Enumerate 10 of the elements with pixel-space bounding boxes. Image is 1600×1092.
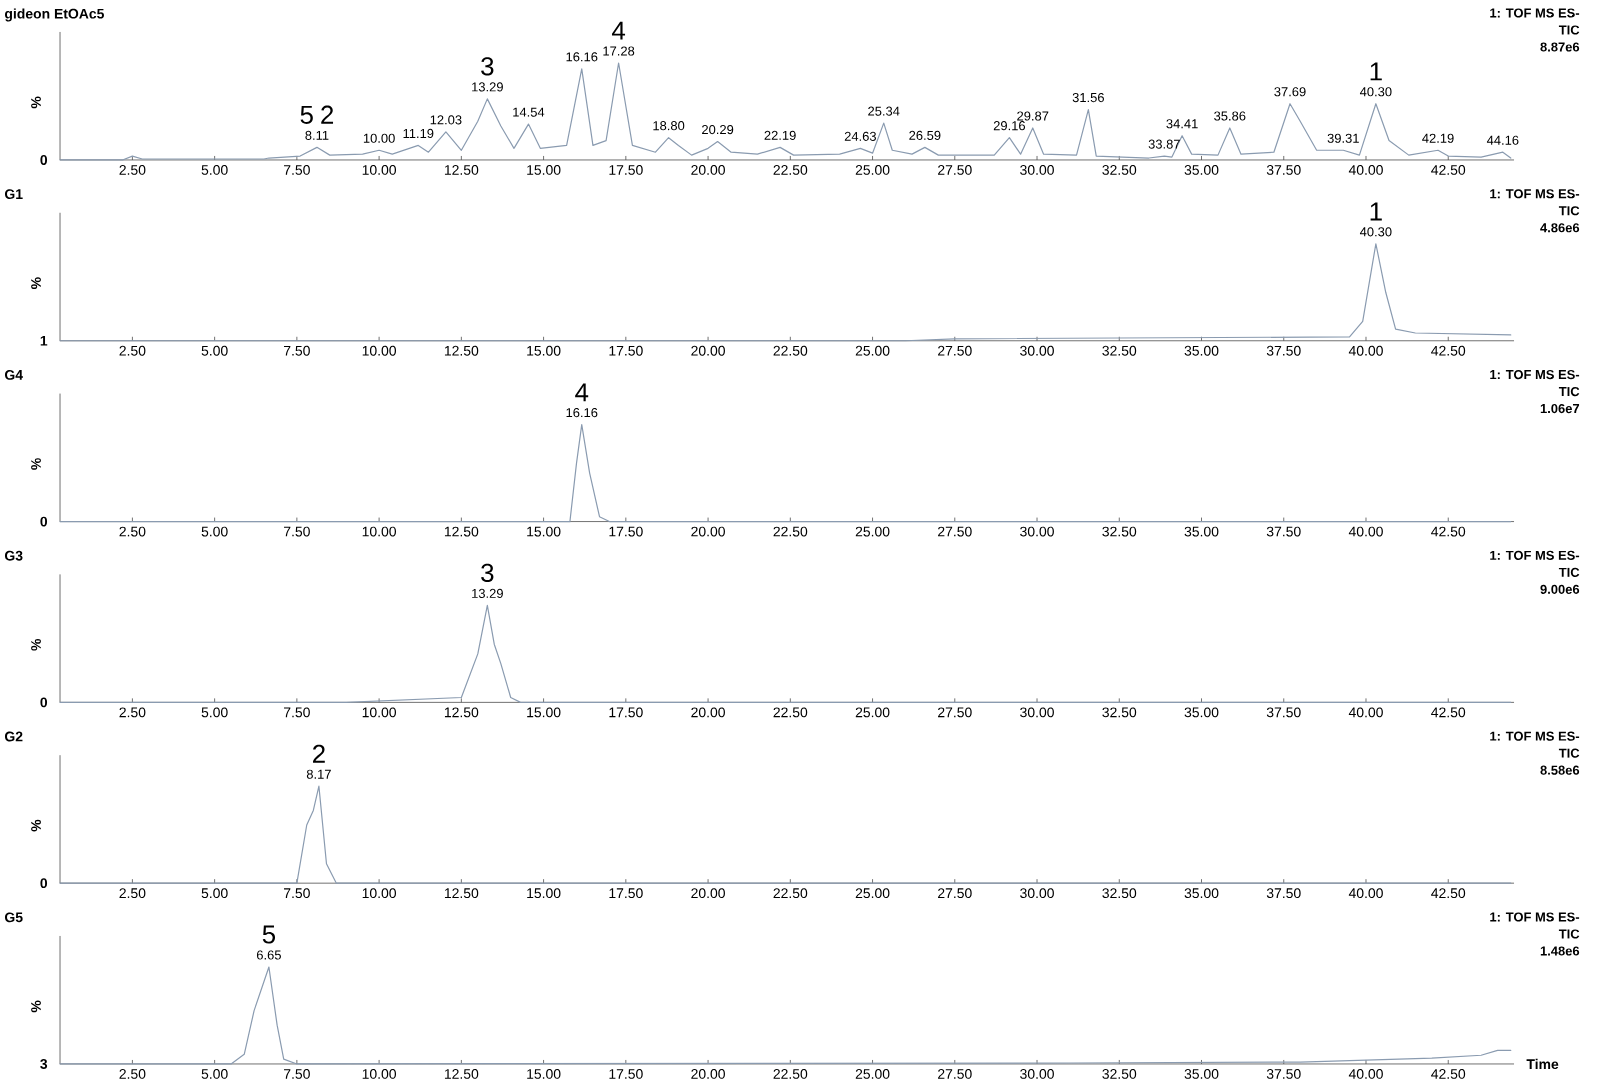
annotation: 1: [1370, 202, 1382, 221]
annotation: 5: [262, 925, 276, 944]
annotation: 5: [300, 105, 313, 124]
annotation: 4: [575, 383, 589, 402]
annotation: 2: [321, 105, 334, 124]
annotation: 1: [1370, 62, 1382, 81]
annotation: 3: [481, 57, 494, 76]
annotation: 2: [313, 744, 325, 763]
annotation: 4: [611, 21, 626, 40]
annotation: 3: [481, 563, 494, 582]
